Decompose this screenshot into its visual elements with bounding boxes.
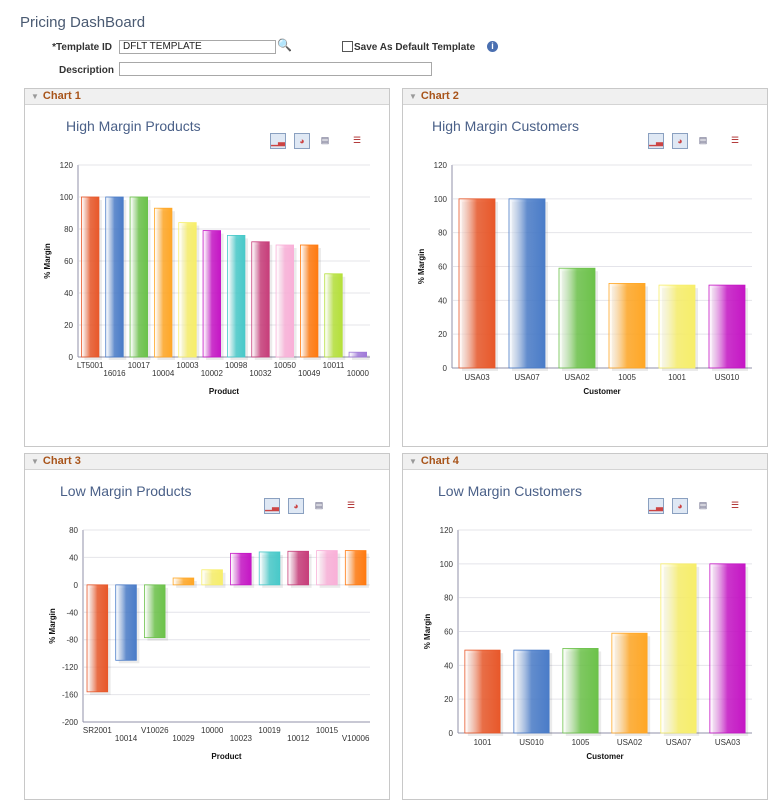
panel-title: Chart 1 [42, 90, 81, 102]
panel-title: Chart 4 [420, 455, 459, 467]
template-id-label: *Template ID [52, 42, 112, 53]
panel-header[interactable]: ▼ Chart 1 [25, 89, 389, 105]
panel-header[interactable]: ▼ Chart 2 [403, 89, 767, 105]
collapse-triangle-icon[interactable]: ▼ [409, 457, 417, 466]
save-default-label: Save As Default Template [354, 42, 476, 53]
legend-icon[interactable]: ☰ [730, 135, 740, 145]
chart-title: High Margin Products [66, 118, 201, 134]
chart-options-icon[interactable]: ▤ [698, 135, 708, 145]
panel-header[interactable]: ▼ Chart 4 [403, 454, 767, 470]
legend-icon[interactable]: ☰ [730, 500, 740, 510]
bar-chart-icon[interactable]: ▁▃ [264, 498, 280, 514]
description-label: Description [58, 65, 114, 76]
chart-options-icon[interactable]: ▤ [698, 500, 708, 510]
description-input[interactable] [119, 62, 432, 76]
pie-chart-icon[interactable]: ◕ [672, 133, 688, 149]
chart-panel-3: ▼ Chart 3 [24, 453, 390, 800]
bar-chart-icon[interactable]: ▁▃ [270, 133, 286, 149]
panel-title: Chart 2 [420, 90, 459, 102]
chart-panel-1: ▼ Chart 1 [24, 88, 390, 447]
bar-chart-icon[interactable]: ▁▃ [648, 498, 664, 514]
search-icon[interactable]: 🔍 [277, 38, 292, 52]
template-id-input[interactable]: DFLT TEMPLATE [119, 40, 276, 54]
pie-chart-icon[interactable]: ◕ [672, 498, 688, 514]
bar-chart-icon[interactable]: ▁▃ [648, 133, 664, 149]
save-default-checkbox[interactable] [342, 41, 353, 52]
chart-panel-4: ▼ Chart 4 [402, 453, 768, 800]
pie-chart-icon[interactable]: ◕ [294, 133, 310, 149]
chart-title: High Margin Customers [432, 118, 580, 134]
panel-header[interactable]: ▼ Chart 3 [25, 454, 389, 470]
collapse-triangle-icon[interactable]: ▼ [409, 92, 417, 101]
pie-chart-icon[interactable]: ◕ [288, 498, 304, 514]
legend-icon[interactable]: ☰ [352, 135, 362, 145]
chart-title: Low Margin Products [60, 483, 192, 499]
info-icon[interactable]: i [487, 41, 498, 52]
chart-options-icon[interactable]: ▤ [314, 500, 324, 510]
page-title: Pricing DashBoard [20, 14, 146, 31]
chart-options-icon[interactable]: ▤ [320, 135, 330, 145]
chart-title: Low Margin Customers [438, 483, 582, 499]
panel-title: Chart 3 [42, 455, 81, 467]
chart-panel-2: ▼ Chart 2 [402, 88, 768, 447]
collapse-triangle-icon[interactable]: ▼ [31, 92, 39, 101]
collapse-triangle-icon[interactable]: ▼ [31, 457, 39, 466]
legend-icon[interactable]: ☰ [346, 500, 356, 510]
